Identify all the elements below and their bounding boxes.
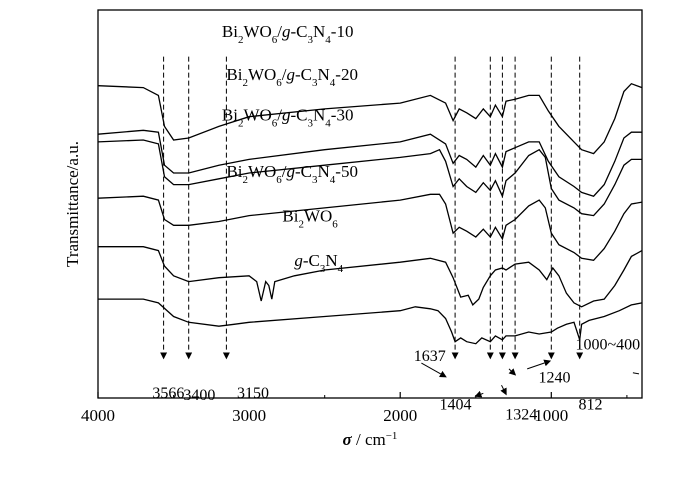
x-tick-label-3000: 3000: [232, 406, 266, 425]
series-label-2: Bi2WO6/g-C3N4-20: [226, 65, 358, 89]
annotation-leader-6: [632, 372, 640, 375]
markers-layer: 3566 3400 3150 1637 1404 1324 1240 1000~400 812: [152, 56, 641, 423]
x-tick-label-1000: 1000: [534, 406, 568, 425]
annotation-leader-1: [421, 362, 447, 378]
marker-label-1240: 1240: [539, 370, 571, 387]
series-line-2: [97, 129, 642, 197]
annotation-leader-2: [474, 390, 484, 398]
series-label-5: Bi2WO6: [282, 207, 338, 231]
plot-frame: [97, 9, 643, 399]
series-label-3: Bi2WO6/g-C3N4-30: [222, 106, 354, 130]
series-labels: Bi2WO6/g-C3N4-10 Bi2WO6/g-C3N4-20 Bi2WO6/g…: [222, 22, 358, 275]
series-line-6: [98, 298, 643, 345]
series-label-6: g-C3N4: [294, 251, 343, 275]
y-axis-label: Transmittance/a.u.: [63, 141, 82, 267]
marker-label-812: 812: [579, 397, 603, 414]
x-tick-label-4000: 4000: [81, 406, 115, 425]
x-tick-label-2000: 2000: [383, 406, 417, 425]
marker-label-3150: 3150: [237, 385, 269, 402]
annotation-leader-5: [527, 359, 552, 370]
marker-label-1000~400: 1000~400: [576, 337, 641, 354]
x-axis-label: σ / cm−1: [343, 430, 398, 449]
marker-label-1324: 1324: [505, 406, 537, 423]
marker-label-1404: 1404: [440, 397, 472, 414]
series-label-4: Bi2WO6/g-C3N4-50: [226, 162, 358, 186]
series-line-5: [98, 246, 643, 308]
series-label-1: Bi2WO6/g-C3N4-10: [222, 22, 354, 46]
series-line-3: [97, 139, 642, 217]
marker-label-1637: 1637: [414, 348, 446, 365]
marker-label-3566: 3566: [152, 385, 184, 402]
series-layer: [97, 82, 643, 345]
annotation-leader-3: [500, 384, 507, 396]
series-line-4: [97, 193, 643, 261]
series-line-1: [97, 82, 643, 155]
x-axis: 4000 3000 2000 1000: [81, 392, 628, 425]
marker-label-3400: 3400: [183, 387, 215, 404]
annotation-leader-4: [508, 368, 517, 376]
